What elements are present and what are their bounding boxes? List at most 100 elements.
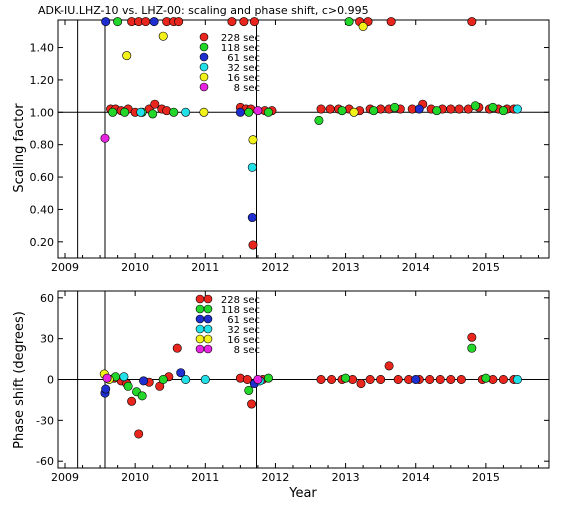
- legend-label: 8 sec: [234, 83, 260, 94]
- data-point: [446, 104, 456, 114]
- legend-marker: [195, 314, 205, 324]
- y-tick-label: 1.00: [30, 106, 55, 119]
- data-point: [102, 373, 112, 383]
- x-tick-label: 2013: [332, 261, 360, 274]
- data-point: [390, 102, 400, 112]
- x-tick-label: 2010: [121, 471, 149, 484]
- legend-label: 228 sec: [221, 33, 260, 44]
- data-point: [120, 107, 130, 117]
- data-point: [172, 343, 182, 353]
- data-point: [248, 240, 258, 250]
- data-point: [425, 374, 435, 384]
- x-tick-label: 2015: [472, 261, 500, 274]
- legend-marker: [203, 294, 213, 304]
- data-point: [358, 21, 368, 31]
- legend-marker: [195, 294, 205, 304]
- data-point: [512, 374, 522, 384]
- data-point: [141, 17, 151, 27]
- data-point: [435, 374, 445, 384]
- legend-marker: [199, 82, 209, 92]
- legend-marker: [195, 344, 205, 354]
- y-tick-label: 0.80: [30, 139, 55, 152]
- x-tick-label: 2012: [261, 261, 289, 274]
- data-point: [454, 104, 464, 114]
- data-point: [227, 17, 237, 27]
- legend-label: 228 sec: [221, 295, 260, 306]
- data-points: [100, 17, 522, 250]
- y-axis-label-scaling: Scaling factor: [12, 103, 27, 193]
- data-point: [136, 107, 146, 117]
- legend-marker: [203, 314, 213, 324]
- data-point: [432, 106, 442, 116]
- x-tick-label: 2010: [121, 261, 149, 274]
- data-point: [341, 373, 351, 383]
- legend-marker: [199, 52, 209, 62]
- x-tick-label: 2009: [51, 261, 79, 274]
- legend-label: 118 sec: [221, 43, 260, 54]
- legend-marker: [195, 324, 205, 334]
- y-tick-label: 0.20: [30, 236, 55, 249]
- legend-label: 16 sec: [227, 335, 260, 346]
- x-tick-label: 2012: [261, 471, 289, 484]
- legend-marker: [199, 42, 209, 52]
- y-tick-label: 60: [40, 292, 54, 305]
- data-point: [325, 104, 335, 114]
- legend-label: 8 sec: [234, 345, 260, 356]
- legend-label: 16 sec: [227, 73, 260, 84]
- data-point: [122, 51, 132, 61]
- data-point: [113, 17, 123, 27]
- data-point: [414, 104, 424, 114]
- y-tick-label: -30: [36, 414, 54, 427]
- legend-label: 32 sec: [227, 63, 260, 74]
- data-point: [349, 107, 359, 117]
- data-point: [467, 343, 477, 353]
- data-point: [365, 374, 375, 384]
- data-point: [239, 17, 249, 27]
- data-point: [247, 162, 257, 172]
- data-point: [498, 106, 508, 116]
- data-point: [101, 384, 111, 394]
- y-tick-label: 0.60: [30, 171, 55, 184]
- data-point: [242, 374, 252, 384]
- data-point: [393, 374, 403, 384]
- data-point: [376, 374, 386, 384]
- y-tick-label: 1.20: [30, 74, 55, 87]
- legend-label: 118 sec: [221, 305, 260, 316]
- data-point: [235, 107, 245, 117]
- data-point: [512, 104, 522, 114]
- legend-marker: [199, 72, 209, 82]
- data-point: [316, 374, 326, 384]
- data-point: [386, 17, 396, 27]
- x-tick-label: 2011: [191, 471, 219, 484]
- y-tick-label: -60: [36, 455, 54, 468]
- data-point: [481, 373, 491, 383]
- y-tick-label: 0: [47, 374, 54, 387]
- x-tick-label: 2011: [191, 261, 219, 274]
- x-tick-label: 2014: [402, 471, 430, 484]
- legend-marker: [203, 304, 213, 314]
- data-point: [327, 374, 337, 384]
- legend-marker: [203, 334, 213, 344]
- data-point: [470, 101, 480, 111]
- data-point: [253, 106, 263, 116]
- data-point: [158, 374, 168, 384]
- data-point: [467, 17, 477, 27]
- data-point: [411, 374, 421, 384]
- data-point: [199, 107, 209, 117]
- data-point: [247, 213, 257, 223]
- data-point: [169, 107, 179, 117]
- data-point: [467, 332, 477, 342]
- data-point: [127, 396, 137, 406]
- legend-label: 61 sec: [227, 315, 260, 326]
- data-point: [249, 17, 259, 27]
- legend-marker: [195, 304, 205, 314]
- scaling-factor-panel: 2009 2010 2011 2012 2013 2014 2015 0.20 0.40 0.60…: [30, 17, 550, 274]
- data-point: [181, 107, 191, 117]
- x-tick-label: 2014: [402, 261, 430, 274]
- data-point: [344, 17, 354, 27]
- data-point: [181, 374, 191, 384]
- data-point: [316, 104, 326, 114]
- data-points: [99, 332, 522, 439]
- legend-marker: [203, 324, 213, 334]
